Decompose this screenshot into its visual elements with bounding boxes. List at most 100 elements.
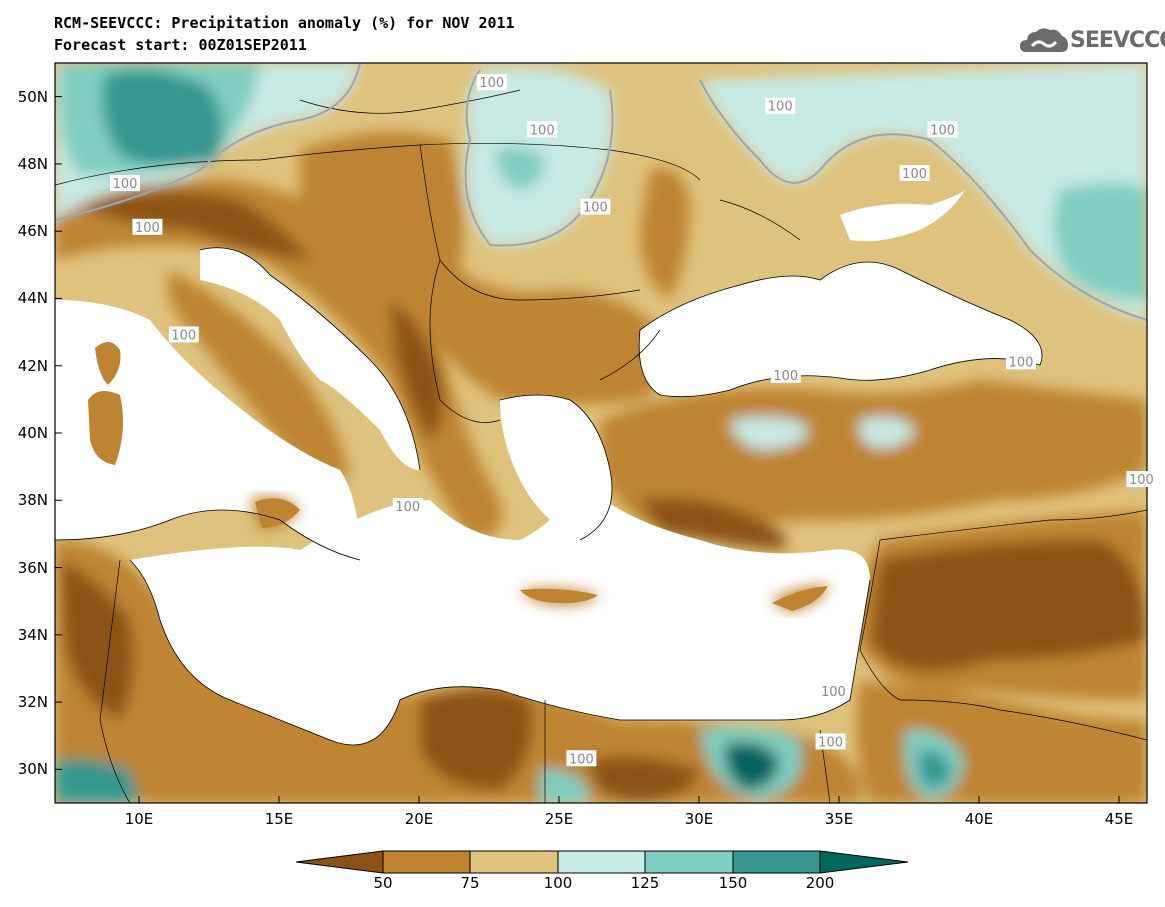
lon-label: 45E [1104,810,1134,828]
western-mediterranean [55,300,360,560]
svg-text:100: 100 [1009,355,1034,370]
lat-label: 42N [17,356,48,375]
contour-label: 100 [818,683,849,700]
zone-wet-caspian [1053,182,1147,300]
svg-text:100: 100 [583,201,608,216]
zone-dry-pannonia [300,132,667,405]
lon-label: 25E [544,810,574,828]
colorbar-label: 100 [543,874,573,892]
colorbar-swatch-125-150 [645,851,733,873]
lat-label: 38N [17,491,48,510]
colorbar-label: 50 [373,874,393,892]
zone-wet-carpathians-core [495,146,545,190]
zone-very-dry-taurus [640,497,787,550]
svg-text:100: 100 [902,167,927,182]
contour-label: 100 [770,366,801,384]
svg-text:100: 100 [395,500,420,515]
zone-very-wet-algeria [55,758,140,803]
seevccc-logo: SEEVCCC [1018,22,1165,58]
contour-label: 100 [168,326,199,343]
cyprus-shape [772,586,828,611]
svg-text:100: 100 [818,735,843,750]
svg-text:100: 100 [569,752,594,767]
svg-text:100: 100 [1129,473,1154,488]
zone-wet-egypt-coast [540,769,590,803]
lon-label: 15E [264,810,294,828]
colorbar-label: 75 [460,874,480,892]
colorbar-swatch-above-200 [820,851,908,873]
contour-label: 100 [1006,353,1036,370]
zone-dry-italy [167,270,350,480]
axis-ticks [55,96,1120,803]
black-sea [639,262,1042,397]
contour-label: 100 [765,97,796,115]
zone-wet-east-anatolia [859,416,915,449]
lon-label: 40E [964,810,994,828]
colorbar-label: 150 [718,874,748,892]
lat-label: 48N [17,154,48,173]
lat-label: 40N [17,424,48,442]
contour-label: 100 [527,121,558,138]
colorbar-swatch-75-100 [470,851,558,873]
contour-label: 100 [1126,471,1157,488]
contour-label: 100 [899,165,930,182]
country-borders [55,89,1147,803]
contour-label: 100 [927,121,958,138]
lat-label: 46N [17,222,48,241]
zone-very-wet-germany [102,69,223,167]
colorbar-swatch-below-50 [296,851,383,873]
zone-very-wet-arabia [918,749,952,789]
aegean-sea [500,395,612,540]
colorbar-label: 125 [630,874,660,892]
lat-label: 34N [17,625,48,644]
zone-very-wet-sinai [724,742,780,790]
forecast-start-subtitle: Forecast start: 00Z01SEP2011 [54,36,307,54]
sea-of-azov [840,190,965,242]
zone-very-dry-tunisia [60,560,134,720]
svg-text:100: 100 [171,328,196,343]
colorbar-outline [295,850,909,874]
sardinia [88,391,124,465]
adriatic-sea [200,247,420,470]
contour-label: 100 [476,74,507,91]
crete-shape [520,588,598,604]
contour-label: 100 [815,733,846,750]
zone-very-dry-egypt [590,756,700,803]
lon-label: 20E [404,810,434,828]
lat-label: 50N [17,87,48,106]
svg-text:100: 100 [113,177,138,192]
lon-label: 10E [124,810,154,828]
svg-text:100: 100 [821,685,846,700]
zone-very-dry-libya [420,690,532,790]
zone-very-dry-alps [80,191,310,260]
colorbar-label: 200 [805,874,835,892]
svg-text:100: 100 [479,76,504,91]
colorbar-swatch-150-200 [733,851,820,873]
zone-dry-moldova [640,168,690,300]
svg-text:100: 100 [930,123,955,138]
map-title: RCM-SEEVCCC: Precipitation anomaly (%) f… [54,14,515,32]
lat-label: 36N [17,558,48,577]
colorbar [295,850,909,874]
lon-label: 35E [824,810,854,828]
lat-label: 30N [17,760,48,779]
lat-label: 32N [17,693,48,712]
anomaly-field [55,63,1147,803]
seas [55,190,1042,745]
contour-label: 100 [580,198,611,216]
contour-label: 100 [110,175,140,192]
svg-text:100: 100 [135,221,160,236]
contour-label: 100 [566,750,597,767]
zone-very-dry-dinarides [390,300,444,440]
sicily-shape [255,498,300,528]
zone-dry-north-africa [55,540,860,803]
svg-text:100: 100 [530,123,555,138]
eastern-mediterranean [130,480,870,745]
lat-label: 44N [17,289,48,308]
lon-label: 30E [684,810,714,828]
logo-text: SEEVCCC [1070,28,1165,53]
contour-label: 100 [392,498,423,515]
coastlines [55,247,1043,746]
zone-wet-central-anatolia [730,416,810,450]
